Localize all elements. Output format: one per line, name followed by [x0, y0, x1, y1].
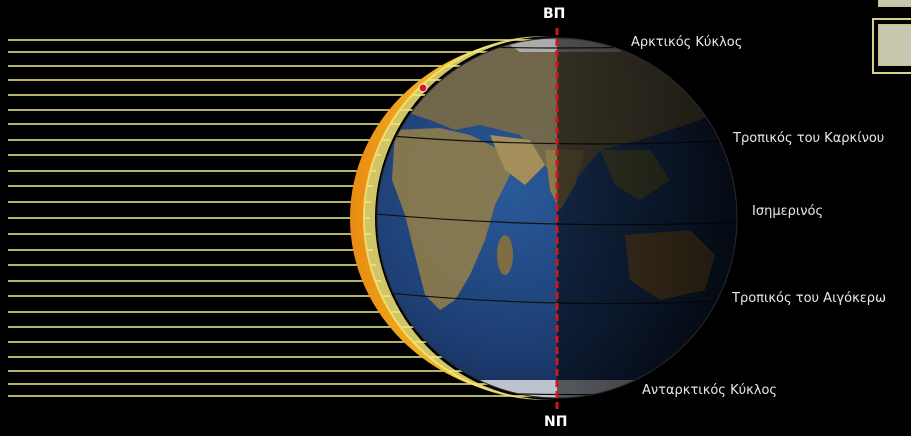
equator-label: Ισημερινός — [752, 204, 824, 219]
location-marker — [418, 83, 428, 93]
night-side-shadow — [557, 38, 737, 398]
arabia-landmass — [490, 135, 545, 185]
tropic-of-cancer-label: Τροπικός του Καρκίνου — [733, 131, 885, 146]
arctic-circle-label: Αρκτικός Κύκλος — [631, 35, 743, 50]
control-panel-frame — [872, 18, 911, 74]
control-panel-button[interactable] — [878, 24, 911, 66]
sun-rays — [8, 39, 545, 397]
north-pole-label: ΒΠ — [543, 6, 566, 22]
madagascar-landmass — [497, 235, 513, 275]
control-panel-top[interactable] — [878, 0, 911, 7]
tropic-of-capricorn-label: Τροπικός του Αιγόκερω — [732, 291, 886, 306]
antarctic-circle-label: Ανταρκτικός Κύκλος — [642, 383, 778, 398]
south-pole-label: ΝΠ — [544, 414, 568, 430]
